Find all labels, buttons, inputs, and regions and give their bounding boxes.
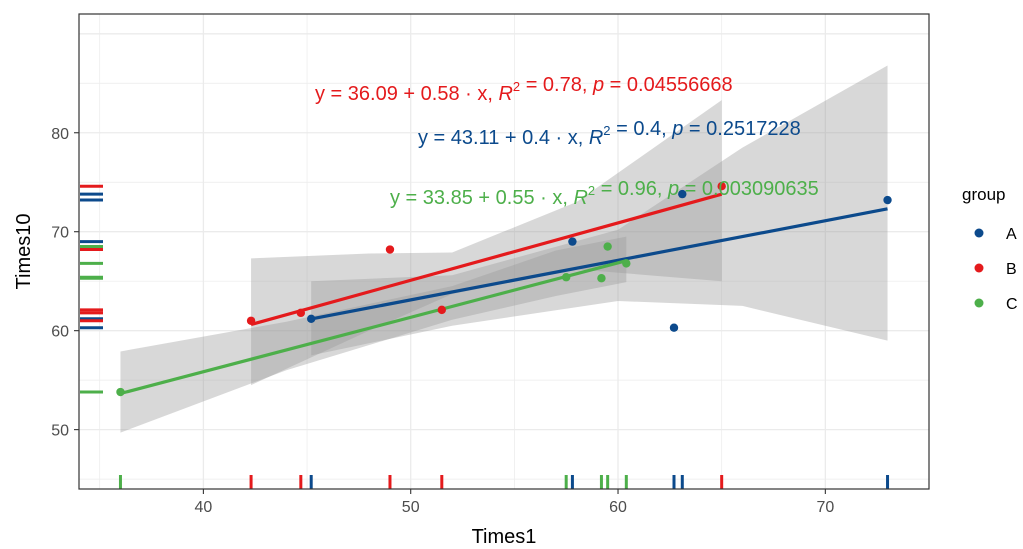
axis-ticks: 40 50 60 70 50 60 70 80 [51, 126, 834, 516]
equation-part: y = 33.85 + 0.55 · x, [390, 187, 573, 209]
equation-part: p [671, 118, 683, 140]
data-point-C [561, 273, 571, 282]
y-tick-label: 60 [51, 324, 69, 341]
equation-part: = 0.003090635 [679, 178, 819, 200]
data-point-A [883, 195, 892, 205]
x-tick-label: 50 [402, 499, 420, 516]
fit-lines [120, 192, 888, 396]
equation-part: R [573, 187, 587, 209]
legend-title: group [962, 185, 1005, 204]
equation-part: p [592, 74, 604, 96]
data-points [116, 181, 892, 397]
data-point-B [385, 245, 395, 254]
data-point-B [246, 316, 256, 325]
fit-line-B [250, 192, 723, 327]
data-point-B [437, 305, 447, 315]
legend-key-A [974, 228, 984, 238]
equation-part: 2 [603, 123, 610, 138]
confidence-bands [120, 65, 888, 433]
plot-panel-border [78, 13, 930, 490]
confidence-band-C [120, 236, 627, 433]
y-axis-title: Times10 [13, 214, 35, 290]
legend-label-C: C [1006, 296, 1018, 313]
equation-part: R [498, 83, 512, 105]
regression-equation-C: y = 33.85 + 0.55 · x, R2 = 0.96, p = 0.0… [390, 178, 819, 209]
equation-part: y = 36.09 + 0.58 · x, [315, 83, 498, 105]
data-point-A [306, 314, 316, 323]
equation-part: R [589, 127, 603, 149]
data-point-A [669, 323, 679, 332]
legend: group A B C [962, 185, 1018, 313]
legend-key-B [974, 263, 984, 273]
confidence-band-B [251, 100, 722, 386]
data-point-C [116, 387, 125, 397]
y-tick-label: 70 [51, 225, 69, 242]
confidence-band-A [311, 65, 888, 356]
x-tick-label: 40 [194, 499, 212, 516]
equation-part: 2 [588, 183, 595, 198]
equation-part: = 0.4, [611, 118, 673, 140]
fit-line-A [310, 207, 888, 321]
legend-key-C [974, 298, 984, 308]
data-point-B [717, 181, 726, 191]
equation-part: = 0.96, [595, 178, 668, 200]
rug-marks [80, 184, 890, 489]
x-axis-title: Times1 [472, 526, 537, 548]
y-tick-label: 50 [51, 423, 69, 440]
data-point-A [678, 189, 687, 199]
regression-equation-B: y = 36.09 + 0.58 · x, R2 = 0.78, p = 0.0… [315, 74, 733, 105]
x-tick-label: 70 [816, 499, 834, 516]
legend-label-B: B [1006, 261, 1017, 278]
equation-part: = 0.2517228 [683, 118, 800, 140]
data-point-A [568, 237, 577, 246]
data-point-C [622, 259, 631, 268]
regression-equations: y = 43.11 + 0.4 · x, R2 = 0.4, p = 0.251… [315, 74, 819, 209]
equation-part: y = 43.11 + 0.4 · x, [418, 127, 589, 149]
regression-equation-A: y = 43.11 + 0.4 · x, R2 = 0.4, p = 0.251… [418, 118, 801, 149]
y-tick-label: 80 [51, 126, 69, 143]
equation-part: 2 [513, 79, 520, 94]
data-point-B [296, 308, 306, 318]
data-point-C [603, 242, 612, 251]
equation-part: p [667, 178, 679, 200]
fit-line-C [120, 259, 627, 396]
x-tick-label: 60 [609, 499, 627, 516]
equation-part: = 0.78, [520, 74, 593, 96]
equation-part: = 0.04556668 [604, 74, 732, 96]
data-point-C [597, 274, 606, 283]
legend-label-A: A [1006, 226, 1017, 243]
